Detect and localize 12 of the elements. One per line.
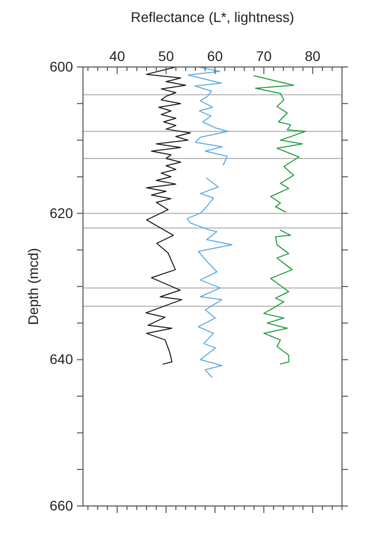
x-tick-label: 60 [207,48,223,64]
x-axis-title: Reflectance (L*, lightness) [130,9,294,25]
line-series [146,66,192,365]
y-axis-title: Depth (mcd) [25,248,41,326]
x-tick-label: 40 [109,48,126,64]
y-tick-label: 620 [50,204,74,221]
y-tick-label: 660 [50,497,74,514]
x-tick-label: 50 [158,48,174,64]
y-tick-label: 600 [50,58,74,74]
x-tick-label: 80 [304,48,321,64]
x-tick-label: 70 [256,48,272,64]
y-tick-label: 640 [50,351,74,368]
